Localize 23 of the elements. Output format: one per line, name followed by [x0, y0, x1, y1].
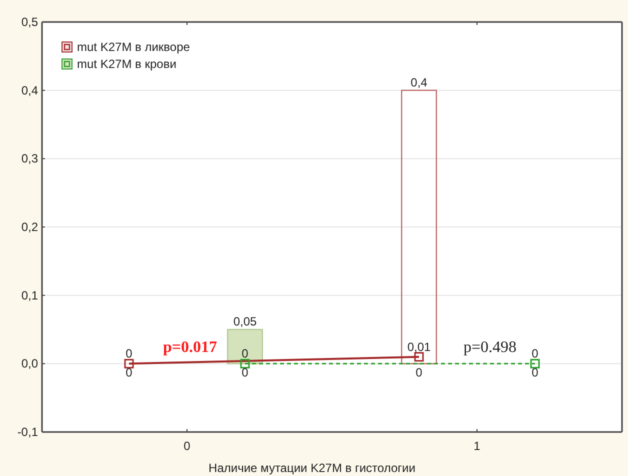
- y-tick-label: 0,3: [21, 152, 38, 166]
- data-label: 0: [532, 366, 539, 380]
- data-label: 0: [126, 366, 133, 380]
- y-tick-label: 0,2: [21, 220, 38, 234]
- annotation: 0: [242, 366, 249, 380]
- data-label: 0,05: [233, 314, 257, 328]
- data-label: 0: [242, 346, 249, 361]
- y-tick-label: -0,1: [17, 425, 38, 439]
- annotation: 0: [416, 366, 423, 380]
- legend-label: mut K27M в ликворе: [77, 40, 190, 54]
- annotation: p=0.498: [463, 339, 517, 356]
- y-tick-label: 0,0: [21, 356, 38, 371]
- y-tick-label: 0,1: [21, 288, 38, 302]
- x-tick-label: 1: [474, 439, 481, 453]
- data-label: 0: [532, 346, 539, 361]
- x-axis-title: Наличие мутации K27M в гистологии: [208, 461, 416, 475]
- data-label: 0,4: [410, 75, 428, 90]
- annotation: p=0.017: [162, 339, 218, 356]
- legend-label: mut K27M в крови: [77, 57, 176, 71]
- data-label: 0: [126, 346, 133, 361]
- y-tick-label: 0,4: [21, 83, 38, 98]
- data-label: 0,01: [407, 340, 431, 354]
- y-tick-label: 0,5: [21, 15, 38, 29]
